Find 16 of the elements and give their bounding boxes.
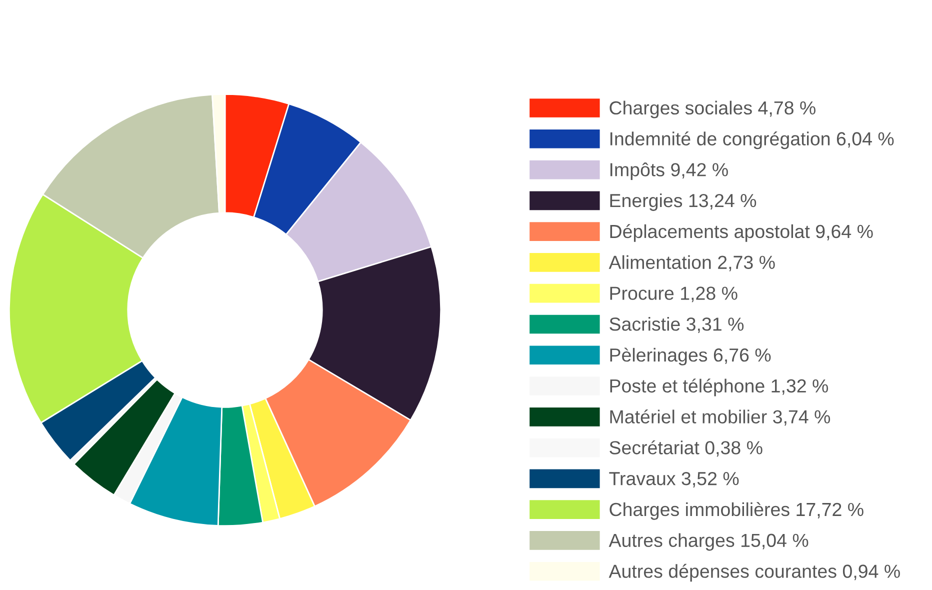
legend-label: Travaux 3,52 % (609, 472, 739, 488)
legend-label: Autres dépenses courantes 0,94 % (608, 564, 900, 582)
legend-label: Procure 1,28 % (610, 286, 738, 302)
legend-label: Déplacements apostolat 9,64 % (610, 224, 873, 242)
legend-label: Impôts 9,42 % (610, 162, 728, 180)
legend-label: Alimentation 2,73 % (608, 255, 775, 272)
legend-label: Poste et téléphone 1,32 % (610, 378, 828, 396)
legend-label: Charges immobilières 17,72 % (610, 502, 864, 520)
legend-label: Pèlerinages 6,76 % (610, 348, 771, 366)
legend-label: Matériel et mobilier 3,74 % (610, 409, 830, 426)
legend-label: Secrétariat 0,38 % (610, 440, 762, 457)
legend-label: Charges sociales 4,78 % (610, 100, 816, 118)
legend-label: Autres charges 15,04 % (608, 533, 808, 551)
legend-label: Energies 13,24 % (610, 193, 756, 211)
legend-label: Indemnité de congrégation 6,04 % (610, 131, 894, 150)
legend-label: Sacristie 3,31 % (610, 317, 744, 334)
